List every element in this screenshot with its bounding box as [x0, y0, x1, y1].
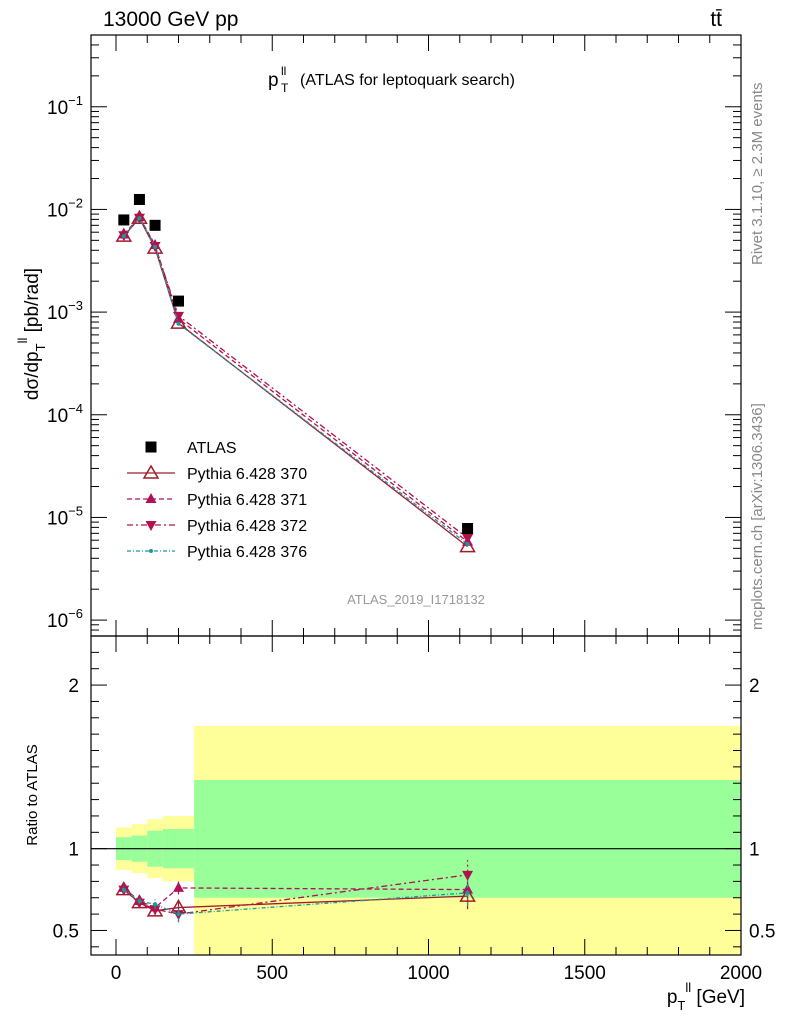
ratio-point-p376	[137, 899, 142, 904]
ratio-point-p371	[173, 881, 184, 892]
legend-label: Pythia 6.428 372	[187, 518, 307, 535]
legend-marker	[149, 549, 153, 553]
data-point-p372	[462, 534, 474, 545]
ratio-panel: 0 500 1000 1500 2000 0.5 0.5 1 1 2 2	[53, 635, 775, 984]
data-point-p376	[137, 216, 142, 221]
title-description: (ATLAS for leptoquark search)	[300, 72, 515, 89]
collision-label: 13000 GeV pp	[103, 8, 238, 31]
data-point-atlas	[173, 295, 184, 307]
legend-label: Pythia 6.428 371	[187, 492, 307, 509]
ratio-point-p372	[149, 905, 161, 916]
ratio-line-p371	[123, 887, 468, 909]
title-subscript: T	[281, 81, 289, 95]
y-tick-label: 10−1	[47, 93, 83, 119]
y-tick-label: 10−5	[47, 503, 83, 529]
y-tick-label: 10−2	[47, 195, 83, 221]
ratio-point-p376	[465, 890, 470, 895]
title-superscript: ll	[281, 64, 286, 78]
legend-marker	[145, 493, 157, 503]
x-tick-label: 1000	[407, 963, 449, 984]
ratio-point-p372	[462, 870, 474, 881]
x-tick-label: 2000	[720, 963, 762, 984]
x-tick-label: 0	[111, 963, 122, 984]
title-symbol: p	[268, 70, 279, 91]
legend-label: ATLAS	[187, 440, 237, 457]
data-point-atlas	[118, 214, 130, 226]
rivet-version-label: Rivet 3.1.10, ≥ 2.3M events	[749, 83, 766, 266]
data-point-atlas	[133, 193, 145, 205]
legend-label: Pythia 6.428 370	[187, 466, 307, 483]
ratio-y-tick-label: 0.5	[53, 921, 79, 942]
x-axis-label: pTll [GeV]	[667, 980, 745, 1013]
svg-text:dσ/dpTll [pb/rad]: dσ/dpTll [pb/rad]	[15, 268, 48, 400]
ratio-y-tick-label: 1	[68, 840, 79, 861]
y-tick-label: 10−6	[47, 606, 83, 632]
data-point-p376	[153, 245, 158, 250]
analysis-watermark: ATLAS_2019_I1718132	[347, 592, 485, 607]
ratio-y-axis-label: Ratio to ATLAS	[24, 744, 41, 845]
legend-marker	[145, 441, 157, 453]
ratio-y-tick-label-right: 1	[749, 840, 760, 861]
data-point-p376	[176, 321, 181, 326]
data-point-atlas	[462, 523, 474, 535]
x-tick-label: 500	[256, 963, 288, 984]
main-panel: 10−6 10−5 10−4 10−3 10−2 10−1	[47, 34, 742, 637]
legend-marker	[145, 521, 157, 531]
series-line-p372	[123, 216, 468, 539]
ratio-y-tick-label-right: 2	[749, 676, 760, 697]
legend-marker	[142, 464, 160, 479]
legend: ATLAS Pythia 6.428 370 Pythia 6.428 371 Pyt…	[127, 440, 307, 561]
ratio-y-tick-label: 2	[68, 676, 79, 697]
x-tick-label: 1500	[564, 963, 606, 984]
data-point-p376	[465, 542, 470, 547]
main-y-axis-label: dσ/dpTll [pb/rad]	[15, 268, 48, 400]
data-point-atlas	[149, 219, 161, 231]
plot-title: p ll T (ATLAS for leptoquark search)	[268, 64, 515, 95]
ratio-line-p376	[123, 889, 468, 915]
ratio-point-p376	[176, 912, 181, 917]
ratio-frame	[90, 635, 742, 956]
ratio-y-tick-label-right: 0.5	[749, 921, 775, 942]
svg-text:pTll [GeV]: pTll [GeV]	[667, 980, 745, 1013]
legend-label: Pythia 6.428 376	[187, 544, 307, 561]
ratio-point-p376	[121, 887, 126, 892]
process-label: tt̄	[710, 8, 722, 31]
data-point-p376	[121, 234, 126, 239]
ratio-point-p376	[153, 902, 158, 907]
y-tick-label: 10−4	[47, 401, 83, 427]
y-tick-label: 10−3	[47, 298, 83, 324]
mcplots-reference-label: mcplots.cern.ch [arXiv:1306.3436]	[749, 403, 766, 630]
svg-text:p: p	[268, 70, 279, 91]
